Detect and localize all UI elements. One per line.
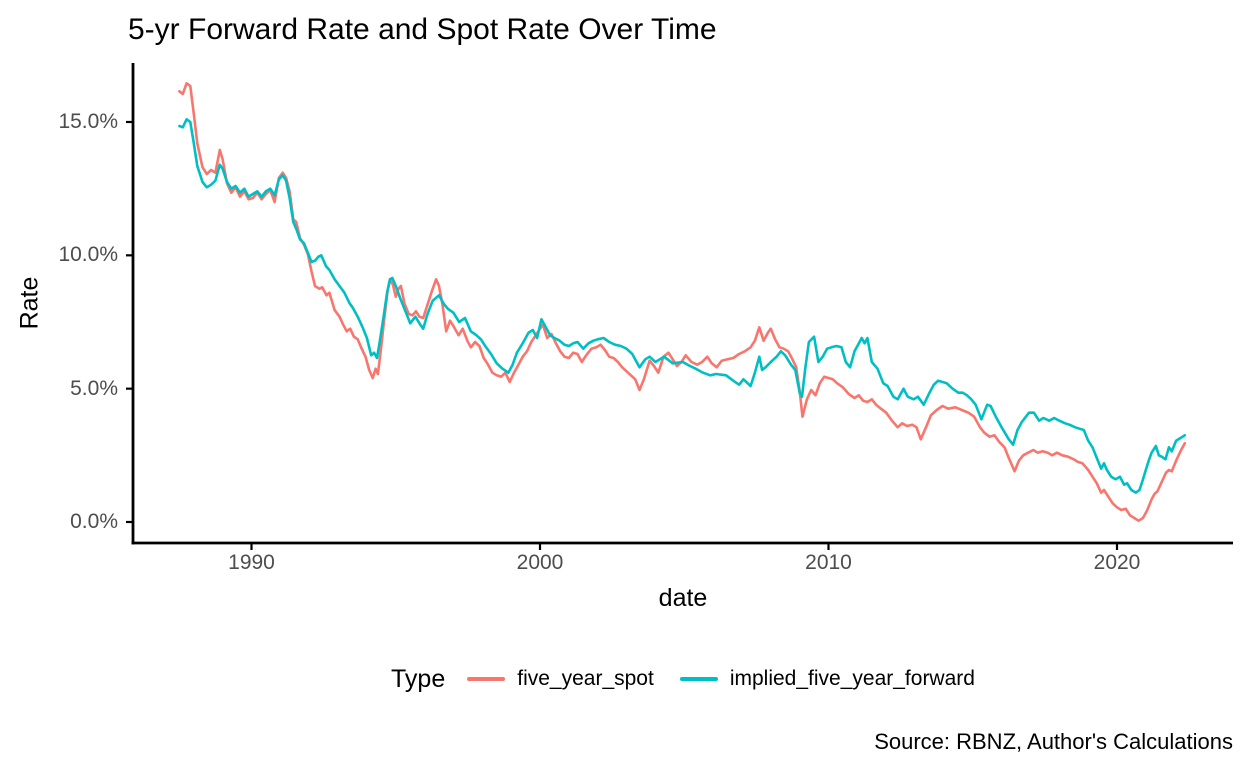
y-tick-label: 5.0% bbox=[70, 376, 118, 400]
axes bbox=[126, 63, 1233, 550]
x-tick-label: 1990 bbox=[228, 551, 275, 574]
legend-entry-implied-forward: implied_five_year_forward bbox=[679, 667, 975, 691]
legend-label-five-year-spot: five_year_spot bbox=[517, 667, 654, 690]
x-tick-label: 2010 bbox=[805, 551, 852, 574]
legend-title: Type bbox=[391, 664, 446, 693]
legend-key-line-spot bbox=[467, 677, 506, 681]
source-caption: Source: RBNZ, Author's Calculations bbox=[874, 729, 1233, 754]
legend-label-implied-forward: implied_five_year_forward bbox=[729, 667, 975, 690]
y-axis-title: Rate bbox=[15, 276, 44, 330]
legend: Type five_year_spot implied_five_year_fo… bbox=[133, 663, 1233, 695]
chart-title: 5-yr Forward Rate and Spot Rate Over Tim… bbox=[128, 13, 717, 46]
series-lines bbox=[178, 82, 1187, 523]
series-line-implied_five_year_forward bbox=[178, 118, 1187, 495]
legend-key-line-forward bbox=[679, 677, 718, 681]
x-tick-label: 2020 bbox=[1093, 551, 1141, 574]
y-tick-label: 15.0% bbox=[58, 109, 118, 133]
legend-entry-five-year-spot: five_year_spot bbox=[467, 667, 654, 691]
x-tick-label: 2000 bbox=[516, 551, 564, 574]
series-line-five_year_spot bbox=[178, 82, 1187, 523]
y-tick-label: 10.0% bbox=[58, 243, 118, 267]
y-tick-label: 0.0% bbox=[70, 510, 118, 533]
x-axis-title: date bbox=[658, 584, 708, 612]
